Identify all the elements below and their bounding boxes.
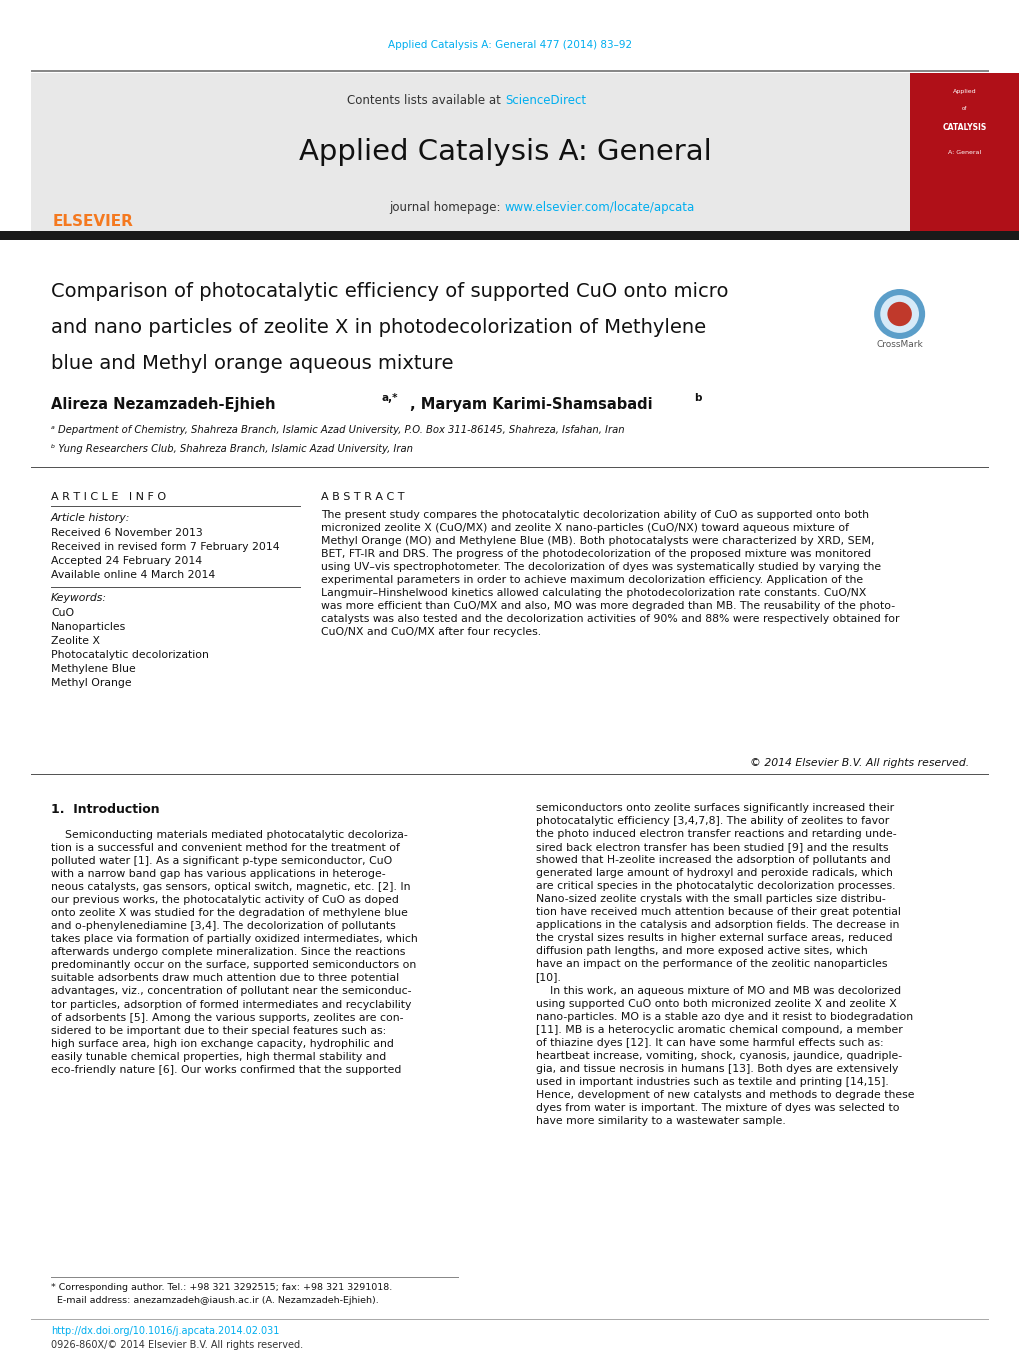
- Text: of: of: [961, 105, 967, 111]
- Text: and nano particles of zeolite X in photodecolorization of Methylene: and nano particles of zeolite X in photo…: [51, 317, 705, 336]
- Text: Applied: Applied: [952, 89, 976, 95]
- Text: ELSEVIER: ELSEVIER: [53, 215, 133, 230]
- Text: 0926-860X/© 2014 Elsevier B.V. All rights reserved.: 0926-860X/© 2014 Elsevier B.V. All right…: [51, 1340, 303, 1350]
- Text: A: General: A: General: [948, 150, 980, 154]
- Bar: [31, 466, 988, 467]
- Text: Applied Catalysis A: General 477 (2014) 83–92: Applied Catalysis A: General 477 (2014) …: [387, 41, 632, 50]
- Text: http://dx.doi.org/10.1016/j.apcata.2014.02.031: http://dx.doi.org/10.1016/j.apcata.2014.…: [51, 1325, 279, 1336]
- Text: The present study compares the photocatalytic decolorization ability of CuO as s: The present study compares the photocata…: [321, 509, 899, 638]
- Text: © 2014 Elsevier B.V. All rights reserved.: © 2014 Elsevier B.V. All rights reserved…: [749, 758, 968, 767]
- Text: Semiconducting materials mediated photocatalytic decoloriza-
tion is a successfu: Semiconducting materials mediated photoc…: [51, 830, 418, 1074]
- Text: Applied Catalysis A: General: Applied Catalysis A: General: [299, 138, 710, 166]
- Text: CuO: CuO: [51, 608, 74, 617]
- Text: Accepted 24 February 2014: Accepted 24 February 2014: [51, 557, 202, 566]
- Text: , Maryam Karimi-Shamsabadi: , Maryam Karimi-Shamsabadi: [410, 397, 652, 412]
- Text: A B S T R A C T: A B S T R A C T: [321, 492, 405, 503]
- Text: Article history:: Article history:: [51, 513, 130, 523]
- Text: * Corresponding author. Tel.: +98 321 3292515; fax: +98 321 3291018.: * Corresponding author. Tel.: +98 321 32…: [51, 1283, 392, 1292]
- Text: Nanoparticles: Nanoparticles: [51, 621, 126, 632]
- Text: Received 6 November 2013: Received 6 November 2013: [51, 528, 203, 538]
- Text: E-mail address: anezamzadeh@iaush.ac.ir (A. Nezamzadeh-Ejhieh).: E-mail address: anezamzadeh@iaush.ac.ir …: [51, 1296, 378, 1305]
- Ellipse shape: [879, 295, 918, 332]
- Text: CATALYSIS: CATALYSIS: [942, 123, 986, 132]
- Text: Available online 4 March 2014: Available online 4 March 2014: [51, 570, 215, 580]
- Text: ᵃ Department of Chemistry, Shahreza Branch, Islamic Azad University, P.O. Box 31: ᵃ Department of Chemistry, Shahreza Bran…: [51, 426, 624, 435]
- Text: journal homepage:: journal homepage:: [389, 200, 504, 213]
- Text: www.elsevier.com/locate/apcata: www.elsevier.com/locate/apcata: [504, 200, 695, 213]
- Text: Comparison of photocatalytic efficiency of supported CuO onto micro: Comparison of photocatalytic efficiency …: [51, 282, 728, 301]
- Text: Methyl Orange: Methyl Orange: [51, 678, 131, 688]
- Ellipse shape: [873, 289, 924, 339]
- Text: a,*: a,*: [381, 393, 397, 403]
- Text: Alireza Nezamzadeh-Ejhieh: Alireza Nezamzadeh-Ejhieh: [51, 397, 275, 412]
- Text: ᵇ Yung Researchers Club, Shahreza Branch, Islamic Azad University, Iran: ᵇ Yung Researchers Club, Shahreza Branch…: [51, 444, 413, 454]
- Text: b: b: [694, 393, 701, 403]
- Text: Zeolite X: Zeolite X: [51, 636, 100, 646]
- Ellipse shape: [887, 301, 911, 326]
- Text: Keywords:: Keywords:: [51, 593, 107, 603]
- Text: blue and Methyl orange aqueous mixture: blue and Methyl orange aqueous mixture: [51, 354, 453, 373]
- Bar: [0, 231, 1019, 240]
- Text: A R T I C L E   I N F O: A R T I C L E I N F O: [51, 492, 166, 503]
- Bar: [31, 73, 909, 238]
- Text: ScienceDirect: ScienceDirect: [504, 93, 586, 107]
- Text: semiconductors onto zeolite surfaces significantly increased their
photocatalyti: semiconductors onto zeolite surfaces sig…: [535, 802, 913, 1125]
- Text: Contents lists available at: Contents lists available at: [346, 93, 504, 107]
- Text: Methylene Blue: Methylene Blue: [51, 663, 136, 674]
- Text: Photocatalytic decolorization: Photocatalytic decolorization: [51, 650, 209, 661]
- Bar: [31, 774, 988, 775]
- Bar: [909, 73, 1019, 238]
- Text: 1.  Introduction: 1. Introduction: [51, 802, 159, 816]
- Text: Received in revised form 7 February 2014: Received in revised form 7 February 2014: [51, 542, 279, 553]
- Text: CrossMark: CrossMark: [875, 340, 922, 349]
- Bar: [31, 70, 988, 72]
